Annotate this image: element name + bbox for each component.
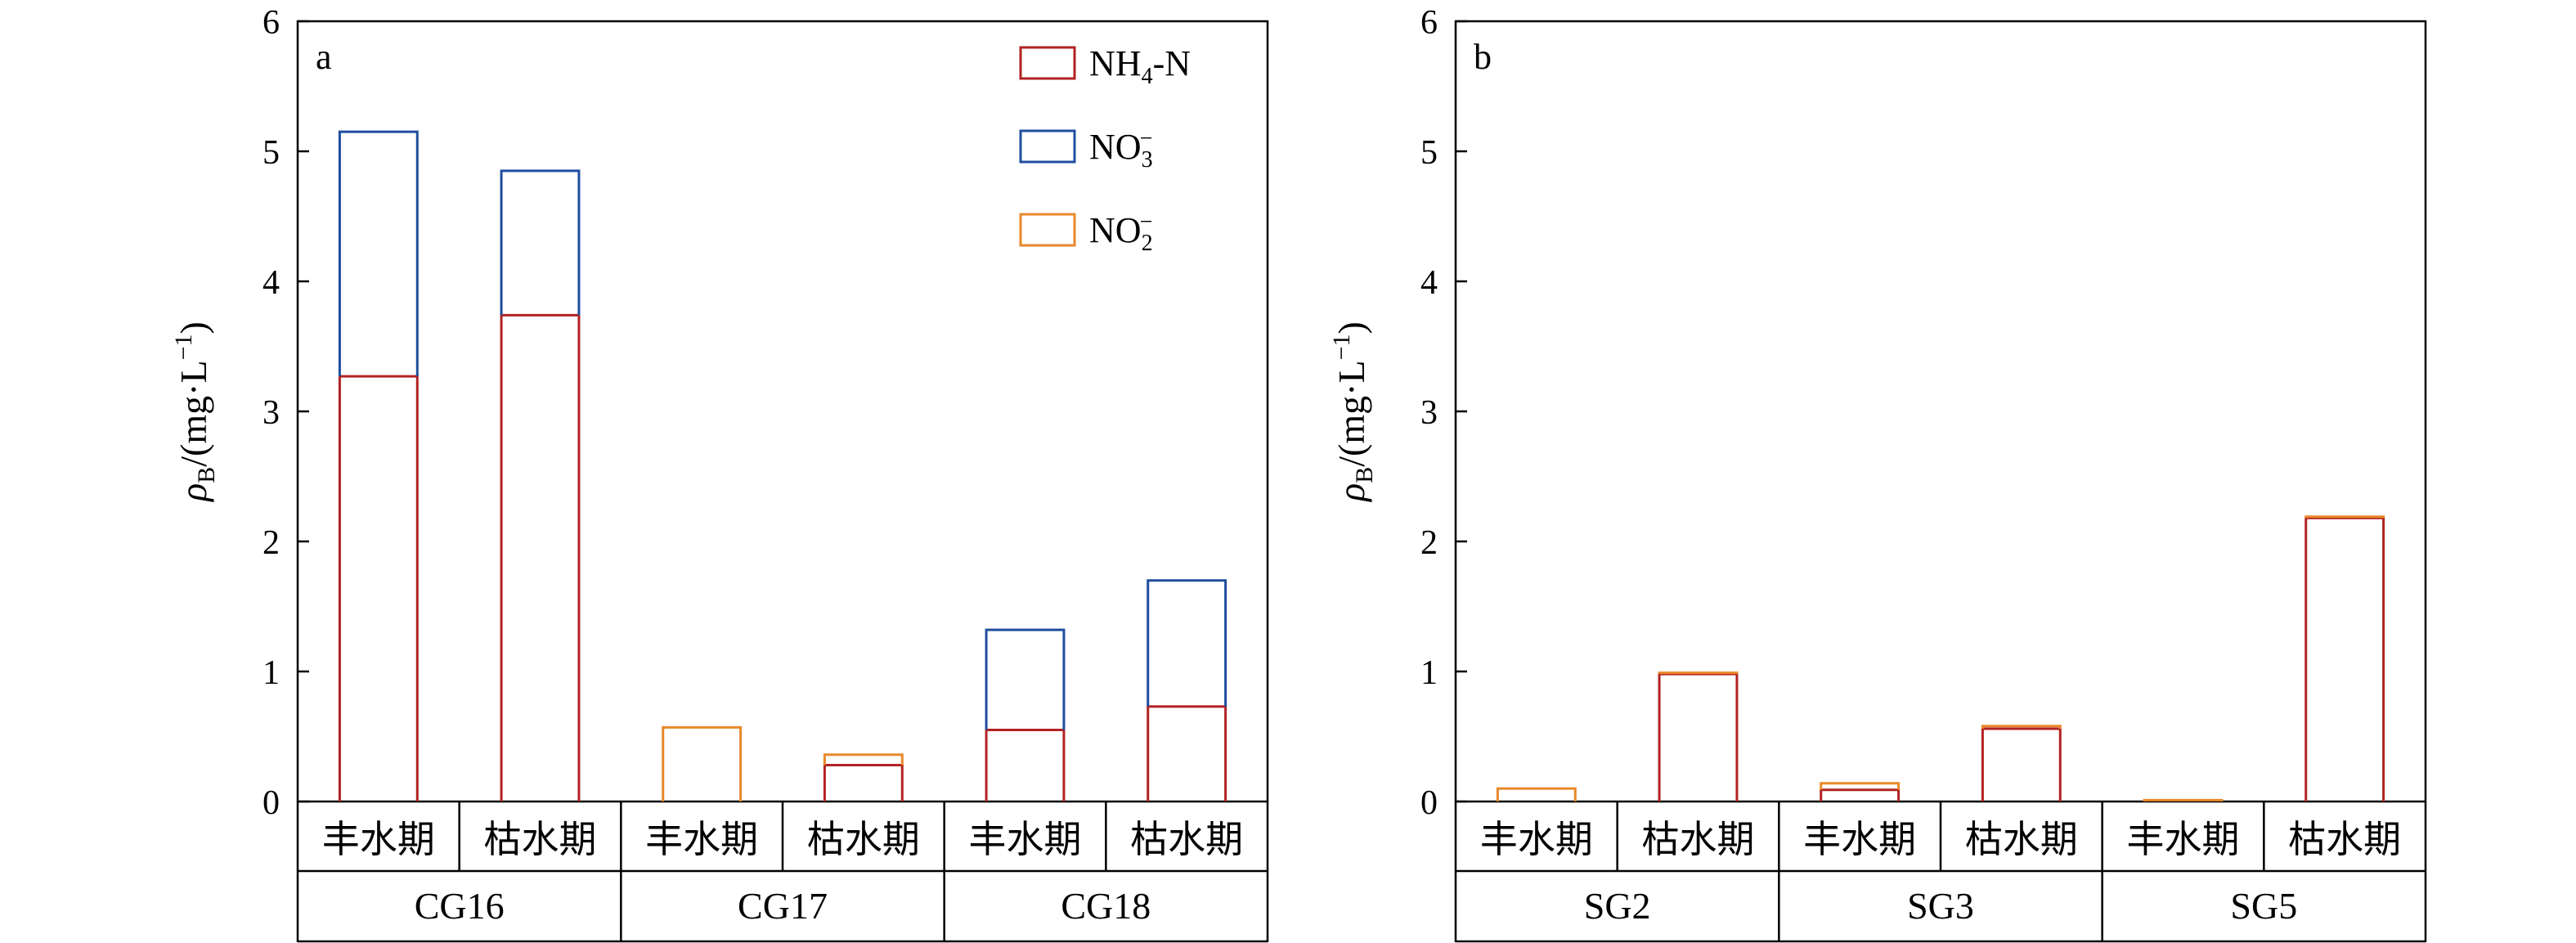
category-label: 枯水期 bbox=[2288, 819, 2401, 860]
legend-swatch-no2 bbox=[1019, 213, 1076, 247]
legend-label-no3: NO3− bbox=[1089, 126, 1153, 173]
y-tick-label: 1 bbox=[1420, 654, 1438, 692]
panel-label: b bbox=[1474, 37, 1492, 77]
legend-label-main: NO bbox=[1089, 127, 1142, 167]
group-label: SG2 bbox=[1584, 885, 1651, 927]
group-label: SG5 bbox=[2230, 885, 2297, 927]
category-label: 枯水期 bbox=[1965, 819, 2078, 860]
bar-no2-2 bbox=[1820, 782, 1901, 790]
y-tick-label: 0 bbox=[1420, 784, 1438, 822]
y-tick-label: 6 bbox=[1420, 4, 1438, 42]
category-label: 枯水期 bbox=[1130, 819, 1243, 860]
group-label: CG16 bbox=[415, 885, 505, 927]
legend-label-suffix: -N bbox=[1153, 43, 1191, 83]
category-label: 枯水期 bbox=[807, 819, 920, 860]
category-label: 丰水期 bbox=[969, 819, 1082, 860]
bar-nh4-0 bbox=[338, 375, 419, 802]
y-tick-label: 4 bbox=[1420, 264, 1438, 302]
category-label: 枯水期 bbox=[1642, 819, 1755, 860]
plot-frame bbox=[1454, 20, 2427, 803]
category-label: 丰水期 bbox=[322, 819, 435, 860]
y-tick-label: 1 bbox=[263, 654, 280, 692]
y-tick-label: 0 bbox=[263, 784, 280, 822]
bar-no2-0 bbox=[1496, 787, 1577, 802]
bar-no3-0 bbox=[338, 130, 419, 377]
bar-no2-1 bbox=[1658, 671, 1739, 675]
legend-label-superscript: − bbox=[1140, 126, 1153, 151]
bar-no2-5 bbox=[2304, 515, 2385, 519]
y-tick-label: 3 bbox=[263, 394, 280, 432]
legend-swatch-no3 bbox=[1019, 129, 1076, 164]
y-axis-label-subscript: B bbox=[193, 467, 220, 483]
y-axis-label: ρB/(mg·L−1) bbox=[1328, 321, 1378, 503]
legend-label-subscript: 4 bbox=[1142, 64, 1153, 89]
bar-nh4-3 bbox=[1981, 727, 2062, 802]
bar-nh4-5 bbox=[1147, 705, 1227, 802]
y-axis-label: ρB/(mg·L−1) bbox=[170, 321, 220, 503]
group-label: SG3 bbox=[1907, 885, 1974, 927]
y-axis-label-symbol: ρ bbox=[173, 483, 214, 503]
bar-nh4-1 bbox=[1658, 672, 1739, 802]
legend-label-subscript: 3 bbox=[1142, 147, 1153, 173]
y-tick-label: 2 bbox=[263, 524, 280, 562]
y-axis-label-subscript: B bbox=[1351, 467, 1378, 483]
legend-label-main: NH bbox=[1089, 43, 1142, 83]
legend-label-main: NO bbox=[1089, 210, 1142, 250]
bar-nh4-4 bbox=[985, 729, 1066, 802]
panel-label: a bbox=[316, 37, 332, 77]
category-label: 枯水期 bbox=[484, 819, 597, 860]
bar-nh4-2 bbox=[1820, 788, 1901, 802]
y-tick-label: 5 bbox=[263, 134, 280, 172]
category-label: 丰水期 bbox=[1480, 819, 1593, 860]
legend-label-superscript: − bbox=[1140, 209, 1153, 235]
bar-no2-2 bbox=[662, 725, 743, 802]
y-axis-label-unit: /(mg·L bbox=[173, 360, 214, 466]
y-axis-label-close: ) bbox=[173, 321, 214, 334]
legend-label-no2: NO2− bbox=[1089, 209, 1153, 256]
y-tick-label: 2 bbox=[1420, 524, 1438, 562]
y-tick-label: 3 bbox=[1420, 394, 1438, 432]
group-label: CG18 bbox=[1061, 885, 1151, 927]
y-tick-label: 4 bbox=[263, 264, 280, 302]
bar-no3-4 bbox=[985, 628, 1066, 730]
category-label: 丰水期 bbox=[645, 819, 758, 860]
chart-panel-a: 0 1 2 3 4 5 6 ρB/(mg·L−1) a 丰水期 枯水期 丰水期 枯水期 丰水期 枯水期 CG1… bbox=[170, 4, 1269, 943]
legend-swatch-nh4 bbox=[1019, 46, 1076, 80]
category-label: 丰水期 bbox=[1803, 819, 1916, 860]
bar-nh4-5 bbox=[2304, 516, 2385, 802]
y-tick-label: 6 bbox=[263, 4, 280, 42]
group-label: CG17 bbox=[738, 885, 828, 927]
bar-no2-3 bbox=[823, 753, 904, 766]
y-axis-label-unit: /(mg·L bbox=[1331, 360, 1372, 466]
y-axis-label-superscript: −1 bbox=[1328, 335, 1355, 361]
y-tick-label: 5 bbox=[1420, 134, 1438, 172]
legend-label-nh4: NH4-N bbox=[1089, 43, 1191, 89]
y-axis-label-close: ) bbox=[1331, 321, 1372, 334]
chart-panel-b: 0 1 2 3 4 5 6 ρB/(mg·L−1) b 丰水期 枯水期 丰水期 枯水期 丰水期 枯水期 SG2… bbox=[1328, 4, 2427, 943]
bar-no2-4 bbox=[2143, 798, 2224, 802]
bar-nh4-3 bbox=[823, 763, 904, 802]
bar-no3-1 bbox=[500, 169, 581, 316]
bar-no2-3 bbox=[1981, 725, 2062, 729]
bar-nh4-1 bbox=[500, 313, 581, 802]
y-axis-label-symbol: ρ bbox=[1331, 483, 1372, 503]
bar-no3-5 bbox=[1147, 579, 1227, 707]
legend-label-subscript: 2 bbox=[1142, 231, 1153, 256]
category-label: 丰水期 bbox=[2127, 819, 2240, 860]
y-axis-label-superscript: −1 bbox=[170, 335, 197, 361]
